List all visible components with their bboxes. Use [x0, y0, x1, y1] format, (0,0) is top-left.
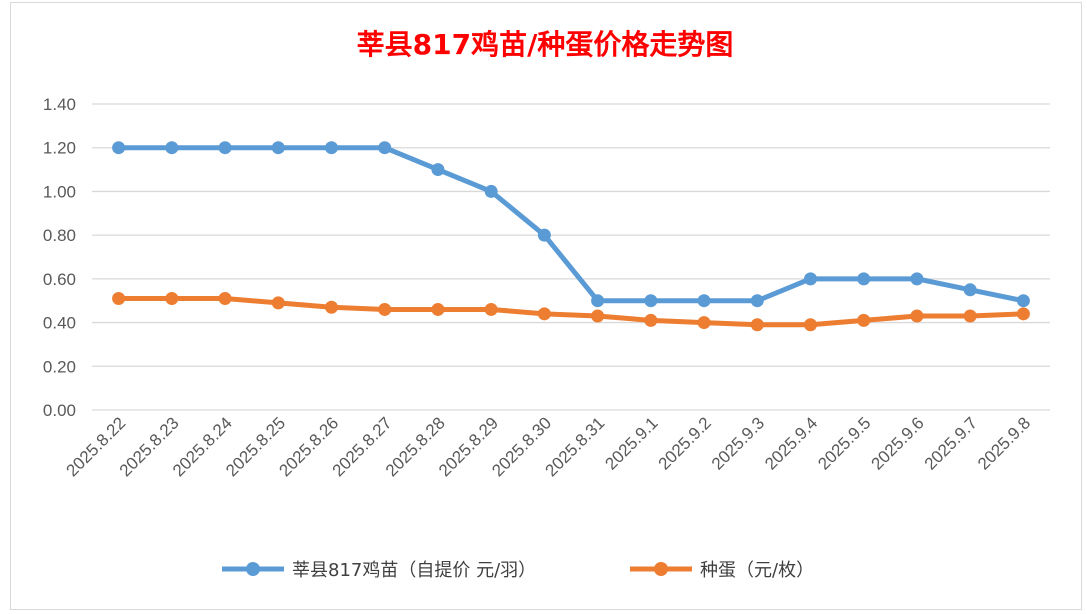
data-point: [963, 309, 977, 323]
x-tick-label: 2025.9.3: [708, 413, 768, 473]
legend-label: 莘县817鸡苗（自提价 元/羽）: [292, 560, 536, 581]
data-point: [165, 141, 179, 155]
data-point: [697, 316, 711, 330]
y-tick-label: 0.80: [43, 226, 76, 245]
data-point: [271, 141, 285, 155]
y-tick-label: 0.60: [43, 270, 76, 289]
data-point: [857, 313, 871, 327]
data-point: [1016, 294, 1030, 308]
legend-marker: [654, 562, 668, 576]
data-point: [804, 318, 817, 332]
data-point: [697, 294, 711, 308]
data-point: [910, 309, 924, 323]
legend-label: 种蛋（元/枚）: [700, 560, 814, 581]
data-point: [1016, 307, 1030, 321]
legend-marker: [246, 562, 260, 576]
y-tick-label: 1.40: [43, 95, 76, 114]
x-tick-label: 2025.9.7: [921, 413, 981, 473]
data-point: [325, 141, 338, 155]
data-point: [591, 309, 605, 323]
y-tick-label: 0.00: [43, 401, 76, 420]
data-point: [644, 313, 658, 327]
data-point: [644, 294, 658, 308]
x-tick-label: 2025.9.4: [761, 413, 821, 473]
x-tick-label: 2025.9.5: [814, 413, 874, 473]
data-point: [484, 302, 498, 316]
series-line-0: [118, 145, 1024, 304]
x-tick-label: 2025.9.2: [655, 413, 715, 473]
x-tick-label: 2025.9.1: [601, 413, 661, 473]
y-tick-label: 1.20: [43, 139, 76, 158]
data-point: [591, 294, 605, 308]
data-point: [378, 302, 392, 316]
data-point: [431, 302, 445, 316]
data-point: [750, 294, 764, 308]
data-point: [910, 272, 924, 286]
data-point: [378, 141, 392, 155]
data-point: [484, 184, 498, 198]
y-tick-label: 1.00: [43, 182, 76, 201]
data-point: [271, 296, 285, 310]
data-point: [431, 163, 445, 177]
x-tick-label: 2025.9.6: [868, 413, 928, 473]
chart-title: 莘县817鸡苗/种蛋价格走势图: [357, 28, 734, 61]
data-point: [537, 307, 551, 321]
data-point: [750, 318, 764, 332]
data-point: [325, 300, 338, 314]
chart-frame: [10, 2, 1082, 610]
data-point: [112, 292, 126, 306]
series-line-1: [118, 296, 1024, 328]
data-point: [857, 272, 871, 286]
data-point: [537, 228, 551, 242]
data-point: [165, 292, 179, 306]
data-point: [218, 141, 232, 155]
data-point: [963, 283, 977, 297]
x-tick-label: 2025.9.8: [974, 413, 1034, 473]
data-point: [804, 272, 817, 286]
y-tick-label: 0.40: [43, 314, 76, 333]
y-tick-label: 0.20: [43, 357, 76, 376]
data-point: [218, 292, 232, 306]
data-point: [112, 141, 126, 155]
